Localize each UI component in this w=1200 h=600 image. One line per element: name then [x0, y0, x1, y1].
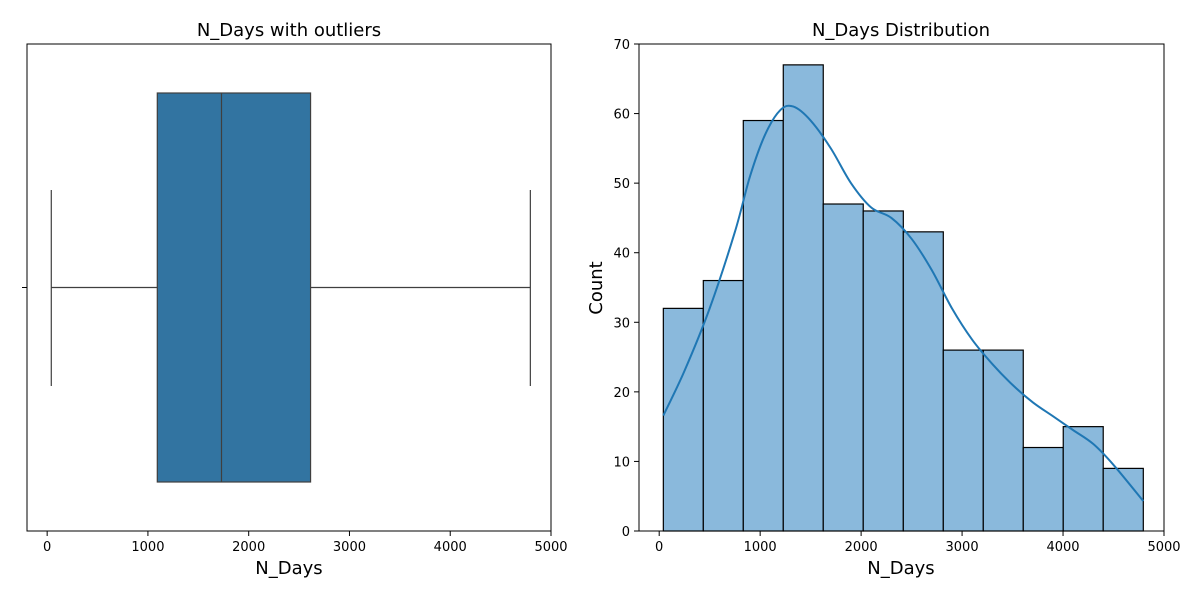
kde-curve [662, 104, 1145, 502]
histogram-y-axis-label: Count [586, 261, 607, 314]
histogram-x-axis-label: N_Days [867, 558, 934, 579]
boxplot-marks [50, 92, 531, 483]
x-tick-label: 2000 [232, 540, 265, 555]
y-tick-label: 70 [613, 38, 630, 53]
iqr-box [156, 92, 312, 483]
y-tick-label: 30 [613, 316, 630, 331]
x-tick-label: 3000 [333, 540, 366, 555]
x-tick-label: 1000 [131, 540, 164, 555]
y-tick-label: 50 [613, 177, 630, 192]
x-tick-label: 4000 [434, 540, 467, 555]
y-tick-label: 20 [613, 386, 630, 401]
histogram-panel: N_Days Distribution N_Days Count 0 1000 20… [586, 20, 1181, 579]
histogram-bar [822, 203, 864, 532]
boxplot-title: N_Days with outliers [197, 20, 381, 41]
boxplot-axes-frame [26, 43, 552, 532]
x-tick-label: 3000 [946, 540, 979, 555]
boxplot-x-ticks: 0 1000 2000 3000 4000 5000 [22, 287, 568, 555]
histogram-axes-frame [638, 43, 1165, 532]
boxplot-x-axis-label: N_Days [255, 558, 322, 579]
x-tick-label: 5000 [534, 540, 567, 555]
histogram-bar [862, 210, 904, 532]
boxplot-panel: N_Days with outliers N_Days 0 1000 2000 300… [22, 20, 568, 579]
y-tick-label: 10 [613, 455, 630, 470]
y-tick-label: 0 [622, 525, 630, 540]
histogram-bars [662, 64, 1144, 532]
x-tick-label: 2000 [845, 540, 878, 555]
x-tick-label: 4000 [1046, 540, 1079, 555]
histogram-bar [1062, 426, 1104, 532]
x-tick-label: 5000 [1147, 540, 1180, 555]
y-tick-label: 60 [613, 108, 630, 123]
histogram-bar [942, 349, 984, 532]
y-tick-label: 40 [613, 247, 630, 262]
histogram-bar [1022, 446, 1064, 532]
histogram-bar [982, 349, 1024, 532]
histogram-title: N_Days Distribution [812, 20, 990, 41]
x-tick-label: 1000 [744, 540, 777, 555]
histogram-bar [902, 231, 944, 532]
histogram-bar [782, 64, 824, 532]
histogram-y-ticks: 0 10 20 30 40 50 60 70 [613, 38, 639, 540]
x-tick-label: 0 [655, 540, 663, 555]
histogram-bar [702, 279, 744, 532]
histogram-x-ticks: 0 1000 2000 3000 4000 5000 [655, 531, 1181, 555]
x-tick-label: 0 [43, 540, 51, 555]
histogram-kde [662, 104, 1145, 502]
